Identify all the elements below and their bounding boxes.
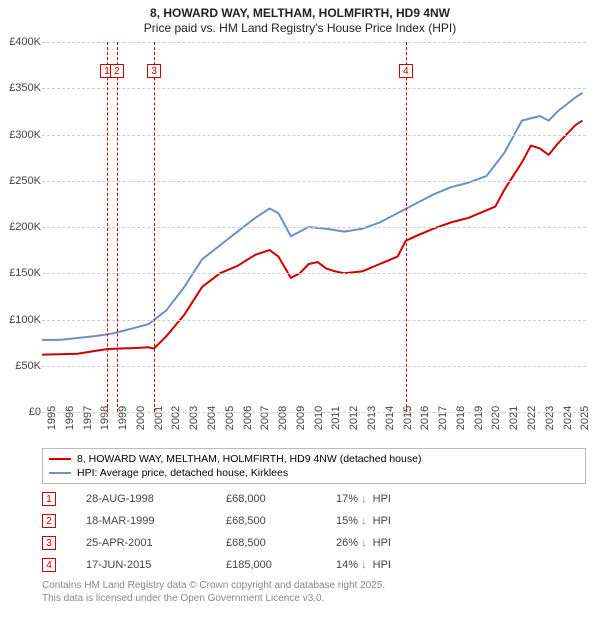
row-badge: 4 bbox=[42, 558, 56, 572]
marker-line bbox=[406, 42, 407, 412]
row-price: £68,500 bbox=[226, 537, 336, 549]
row-badge: 1 bbox=[42, 492, 56, 506]
row-badge: 2 bbox=[42, 514, 56, 528]
legend: 8, HOWARD WAY, MELTHAM, HOLMFIRTH, HD9 4… bbox=[42, 448, 586, 484]
series-hpi bbox=[42, 93, 582, 340]
row-price: £68,000 bbox=[226, 493, 336, 505]
legend-item: 8, HOWARD WAY, MELTHAM, HOLMFIRTH, HD9 4… bbox=[49, 452, 579, 466]
row-date: 28-AUG-1998 bbox=[86, 493, 226, 505]
marker-badge: 3 bbox=[147, 64, 161, 78]
row-pct: 14% ↓ HPI bbox=[336, 559, 426, 571]
gridline bbox=[42, 227, 586, 228]
arrow-down-icon: ↓ bbox=[361, 537, 367, 549]
arrow-down-icon: ↓ bbox=[361, 493, 367, 505]
marker-badge: 4 bbox=[399, 64, 413, 78]
marker-line bbox=[107, 42, 108, 412]
legend-item: HPI: Average price, detached house, Kirk… bbox=[49, 466, 579, 480]
y-tick-label: £0 bbox=[1, 406, 41, 418]
gridline bbox=[42, 135, 586, 136]
legend-swatch bbox=[49, 472, 71, 474]
marker-badge: 2 bbox=[110, 64, 124, 78]
footer-line: This data is licensed under the Open Gov… bbox=[42, 593, 586, 606]
table-row: 2 18-MAR-1999£68,50015% ↓ HPI bbox=[42, 510, 586, 532]
sales-table: 1 28-AUG-1998£68,00017% ↓ HPI 2 18-MAR-1999… bbox=[42, 488, 586, 576]
arrow-down-icon: ↓ bbox=[361, 559, 367, 571]
footer-line: Contains HM Land Registry data © Crown c… bbox=[42, 580, 586, 593]
gridline bbox=[42, 320, 586, 321]
y-tick-label: £350K bbox=[1, 82, 41, 94]
gridline bbox=[42, 181, 586, 182]
row-date: 25-APR-2001 bbox=[86, 537, 226, 549]
y-tick-label: £300K bbox=[1, 129, 41, 141]
gridline bbox=[42, 366, 586, 367]
row-badge: 3 bbox=[42, 536, 56, 550]
table-row: 4 17-JUN-2015£185,00014% ↓ HPI bbox=[42, 554, 586, 576]
arrow-down-icon: ↓ bbox=[361, 515, 367, 527]
row-date: 18-MAR-1999 bbox=[86, 515, 226, 527]
legend-swatch bbox=[49, 458, 71, 460]
page: 8, HOWARD WAY, MELTHAM, HOLMFIRTH, HD9 4… bbox=[0, 0, 600, 620]
gridline bbox=[42, 412, 586, 413]
y-tick-label: £100K bbox=[1, 314, 41, 326]
title-block: 8, HOWARD WAY, MELTHAM, HOLMFIRTH, HD9 4… bbox=[0, 0, 600, 35]
row-price: £68,500 bbox=[226, 515, 336, 527]
footer: Contains HM Land Registry data © Crown c… bbox=[42, 580, 586, 605]
chart-subtitle: Price paid vs. HM Land Registry's House … bbox=[0, 21, 600, 35]
row-pct: 26% ↓ HPI bbox=[336, 537, 426, 549]
gridline bbox=[42, 88, 586, 89]
row-date: 17-JUN-2015 bbox=[86, 559, 226, 571]
gridline bbox=[42, 42, 586, 43]
y-tick-label: £400K bbox=[1, 36, 41, 48]
marker-line bbox=[154, 42, 155, 412]
row-pct: 15% ↓ HPI bbox=[336, 515, 426, 527]
row-pct: 17% ↓ HPI bbox=[336, 493, 426, 505]
y-tick-label: £200K bbox=[1, 221, 41, 233]
chart-area: 1234 bbox=[42, 42, 586, 412]
y-tick-label: £50K bbox=[1, 360, 41, 372]
marker-line bbox=[117, 42, 118, 412]
y-tick-label: £150K bbox=[1, 267, 41, 279]
y-tick-label: £250K bbox=[1, 175, 41, 187]
table-row: 3 25-APR-2001£68,50026% ↓ HPI bbox=[42, 532, 586, 554]
table-row: 1 28-AUG-1998£68,00017% ↓ HPI bbox=[42, 488, 586, 510]
row-price: £185,000 bbox=[226, 559, 336, 571]
gridline bbox=[42, 273, 586, 274]
legend-label: 8, HOWARD WAY, MELTHAM, HOLMFIRTH, HD9 4… bbox=[77, 453, 421, 465]
legend-label: HPI: Average price, detached house, Kirk… bbox=[77, 467, 288, 479]
chart-title: 8, HOWARD WAY, MELTHAM, HOLMFIRTH, HD9 4… bbox=[0, 6, 600, 20]
